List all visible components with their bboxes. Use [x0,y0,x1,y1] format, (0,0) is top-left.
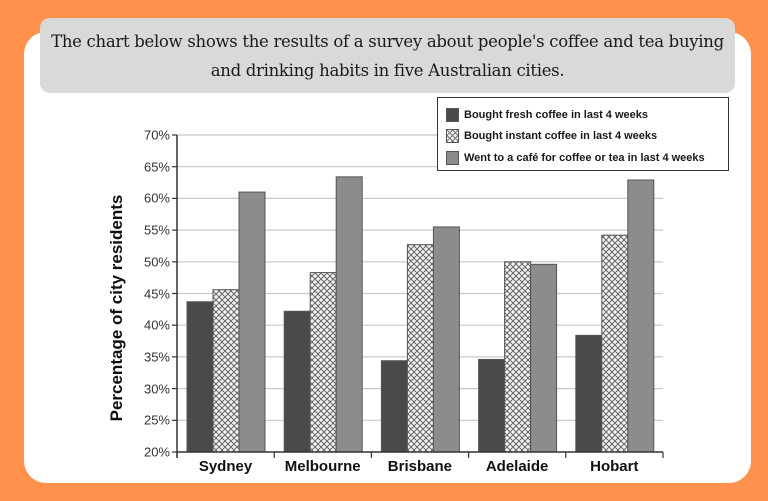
legend-label: Bought instant coffee in last 4 weeks [464,130,658,143]
bar-adelaide-2 [530,263,558,453]
bar-brisbane-1 [406,244,434,453]
bar-sydney-1 [212,289,240,453]
bar-brisbane-2 [432,226,460,453]
x-tick-label: Sydney [198,458,253,475]
bar-melbourne-1 [309,272,337,453]
bar-hobart-0 [575,334,603,453]
bar-hobart-1 [601,234,629,453]
x-tick-label: Hobart [590,458,639,475]
bar-brisbane-0 [380,360,408,453]
x-tick-label: Melbourne [284,458,361,475]
y-tick-label: 30% [143,381,170,397]
question-text: The chart below shows the results of a s… [51,31,724,80]
bar-adelaide-1 [504,261,532,453]
y-tick-label: 50% [143,254,170,270]
axes [172,134,664,458]
y-tick-label: 40% [143,317,170,333]
x-tick-label: Brisbane [387,458,452,475]
bars [186,176,655,453]
x-tick-label: Adelaide [485,458,549,475]
fresh-swatch-icon [446,107,459,122]
y-axis-label: Percentage of city residents [107,194,126,422]
bar-melbourne-0 [283,310,311,453]
y-tick-label: 20% [143,444,170,460]
legend-label: Bought fresh coffee in last 4 weeks [464,108,648,121]
bar-sydney-0 [186,301,214,453]
legend-item-instant: Bought instant coffee in last 4 weeks [446,126,728,148]
bar-sydney-2 [238,191,266,453]
y-tick-label: 55% [143,222,170,238]
question-header: The chart below shows the results of a s… [40,18,735,93]
y-tick-label: 60% [143,190,170,206]
cafe-swatch-icon [446,150,459,165]
legend: Bought fresh coffee in last 4 weeks Boug… [437,97,729,171]
bar-adelaide-0 [478,358,506,453]
legend-item-cafe: Went to a café for coffee or tea in last… [446,147,728,169]
crosshatch-swatch-icon [446,129,459,144]
bar-melbourne-2 [335,176,363,453]
y-tick-label: 35% [143,349,170,365]
y-tick-label: 25% [143,412,170,428]
y-tick-label: 45% [143,286,170,301]
y-tick-label: 65% [143,159,170,175]
bar-hobart-2 [627,179,655,453]
y-tick-label: 70% [143,127,170,143]
legend-label: Went to a café for coffee or tea in last… [464,151,705,164]
legend-item-fresh: Bought fresh coffee in last 4 weeks [446,104,728,126]
